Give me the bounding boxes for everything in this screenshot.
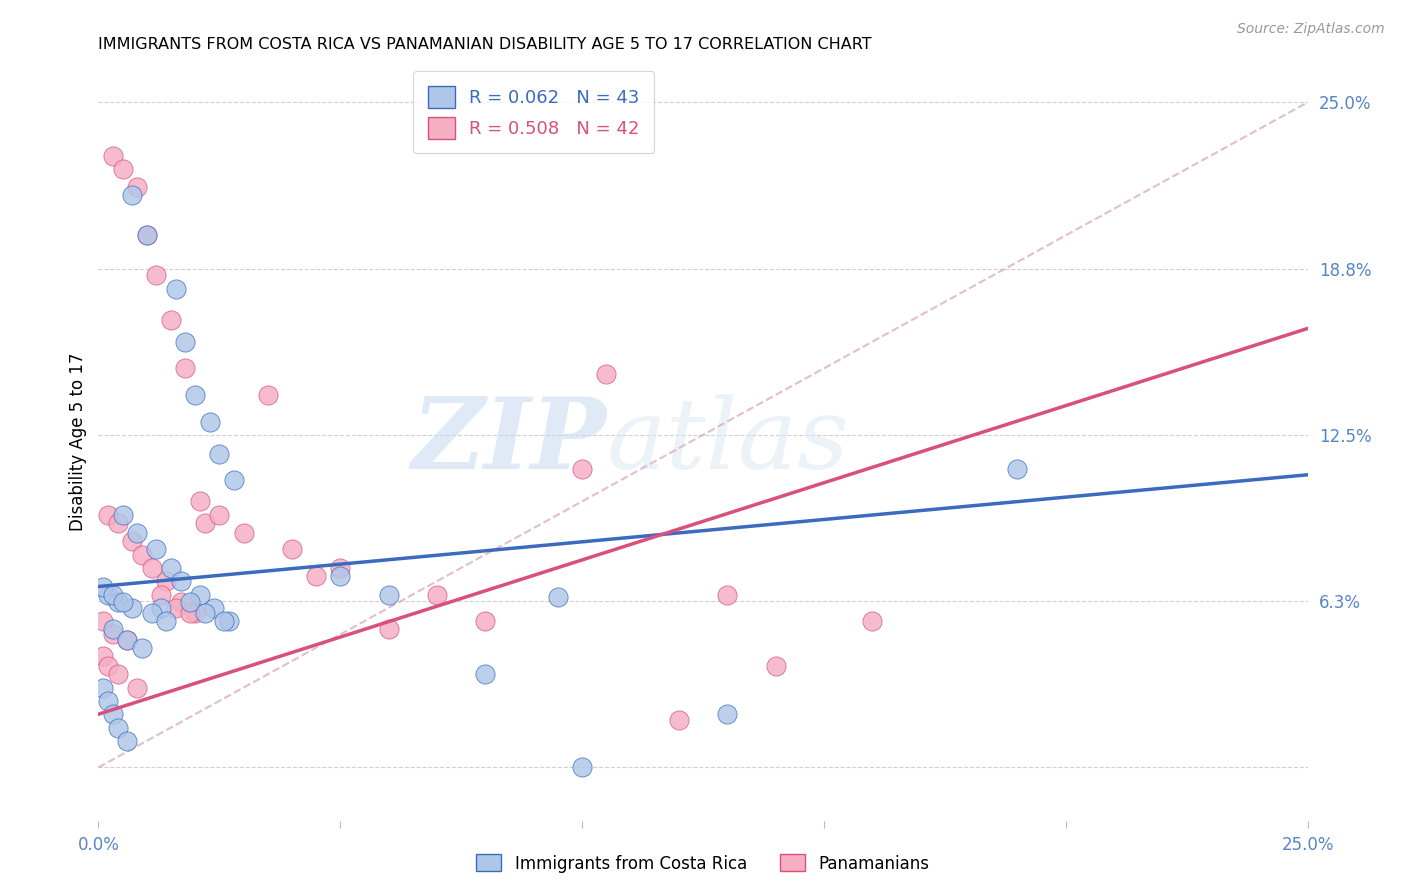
Point bbox=[571, 760, 593, 774]
Point bbox=[135, 228, 157, 243]
Point bbox=[97, 587, 120, 601]
Text: Source: ZipAtlas.com: Source: ZipAtlas.com bbox=[1237, 22, 1385, 37]
Point bbox=[377, 587, 399, 601]
Point bbox=[101, 622, 124, 636]
Point bbox=[91, 580, 114, 594]
Legend: R = 0.062   N = 43, R = 0.508   N = 42: R = 0.062 N = 43, R = 0.508 N = 42 bbox=[413, 71, 654, 153]
Point bbox=[188, 587, 211, 601]
Text: ZIP: ZIP bbox=[412, 393, 606, 490]
Point bbox=[141, 606, 163, 620]
Point bbox=[204, 600, 226, 615]
Point bbox=[165, 282, 187, 296]
Point bbox=[135, 228, 157, 243]
Point bbox=[188, 494, 211, 508]
Point bbox=[184, 606, 207, 620]
Point bbox=[117, 734, 139, 748]
Point bbox=[111, 161, 134, 176]
Point bbox=[194, 606, 217, 620]
Point bbox=[117, 632, 139, 647]
Point bbox=[595, 367, 617, 381]
Point bbox=[145, 542, 167, 557]
Point bbox=[101, 148, 124, 162]
Point bbox=[1007, 462, 1029, 476]
Point bbox=[145, 268, 167, 283]
Point bbox=[111, 595, 134, 609]
Point bbox=[121, 600, 143, 615]
Point bbox=[97, 508, 120, 522]
Point bbox=[155, 614, 177, 628]
Point bbox=[668, 713, 690, 727]
Point bbox=[155, 574, 177, 589]
Point bbox=[107, 667, 129, 681]
Point bbox=[218, 614, 240, 628]
Point bbox=[208, 508, 231, 522]
Point bbox=[107, 721, 129, 735]
Point bbox=[329, 561, 352, 575]
Point bbox=[169, 595, 191, 609]
Point bbox=[91, 614, 114, 628]
Point bbox=[97, 694, 120, 708]
Point bbox=[127, 526, 149, 541]
Point bbox=[117, 632, 139, 647]
Point bbox=[101, 707, 124, 722]
Point bbox=[860, 614, 883, 628]
Point bbox=[101, 627, 124, 641]
Point bbox=[426, 587, 449, 601]
Point bbox=[174, 334, 197, 349]
Point bbox=[281, 542, 304, 557]
Point bbox=[160, 313, 183, 327]
Point bbox=[91, 648, 114, 663]
Point bbox=[107, 516, 129, 530]
Point bbox=[329, 569, 352, 583]
Point bbox=[208, 446, 231, 460]
Point bbox=[305, 569, 328, 583]
Point bbox=[179, 595, 201, 609]
Point bbox=[131, 548, 153, 562]
Point bbox=[131, 640, 153, 655]
Point bbox=[150, 587, 173, 601]
Point bbox=[121, 534, 143, 549]
Point bbox=[256, 388, 278, 402]
Point bbox=[101, 587, 124, 601]
Point bbox=[174, 361, 197, 376]
Y-axis label: Disability Age 5 to 17: Disability Age 5 to 17 bbox=[69, 352, 87, 531]
Point bbox=[232, 526, 254, 541]
Point bbox=[474, 667, 496, 681]
Point bbox=[111, 508, 134, 522]
Point bbox=[107, 595, 129, 609]
Point bbox=[716, 707, 738, 722]
Point bbox=[377, 622, 399, 636]
Point bbox=[184, 388, 207, 402]
Point bbox=[127, 681, 149, 695]
Point bbox=[169, 574, 191, 589]
Point bbox=[179, 606, 201, 620]
Point bbox=[198, 415, 221, 429]
Point bbox=[91, 681, 114, 695]
Point bbox=[765, 659, 787, 673]
Point bbox=[222, 473, 245, 487]
Point bbox=[547, 590, 569, 604]
Point bbox=[716, 587, 738, 601]
Point bbox=[150, 600, 173, 615]
Point bbox=[97, 659, 120, 673]
Point bbox=[212, 614, 235, 628]
Text: atlas: atlas bbox=[606, 394, 849, 489]
Point bbox=[121, 188, 143, 202]
Point bbox=[194, 516, 217, 530]
Point bbox=[571, 462, 593, 476]
Point bbox=[160, 561, 183, 575]
Point bbox=[127, 180, 149, 194]
Point bbox=[165, 600, 187, 615]
Point bbox=[474, 614, 496, 628]
Text: IMMIGRANTS FROM COSTA RICA VS PANAMANIAN DISABILITY AGE 5 TO 17 CORRELATION CHAR: IMMIGRANTS FROM COSTA RICA VS PANAMANIAN… bbox=[98, 37, 872, 52]
Point bbox=[141, 561, 163, 575]
Legend: Immigrants from Costa Rica, Panamanians: Immigrants from Costa Rica, Panamanians bbox=[470, 847, 936, 880]
